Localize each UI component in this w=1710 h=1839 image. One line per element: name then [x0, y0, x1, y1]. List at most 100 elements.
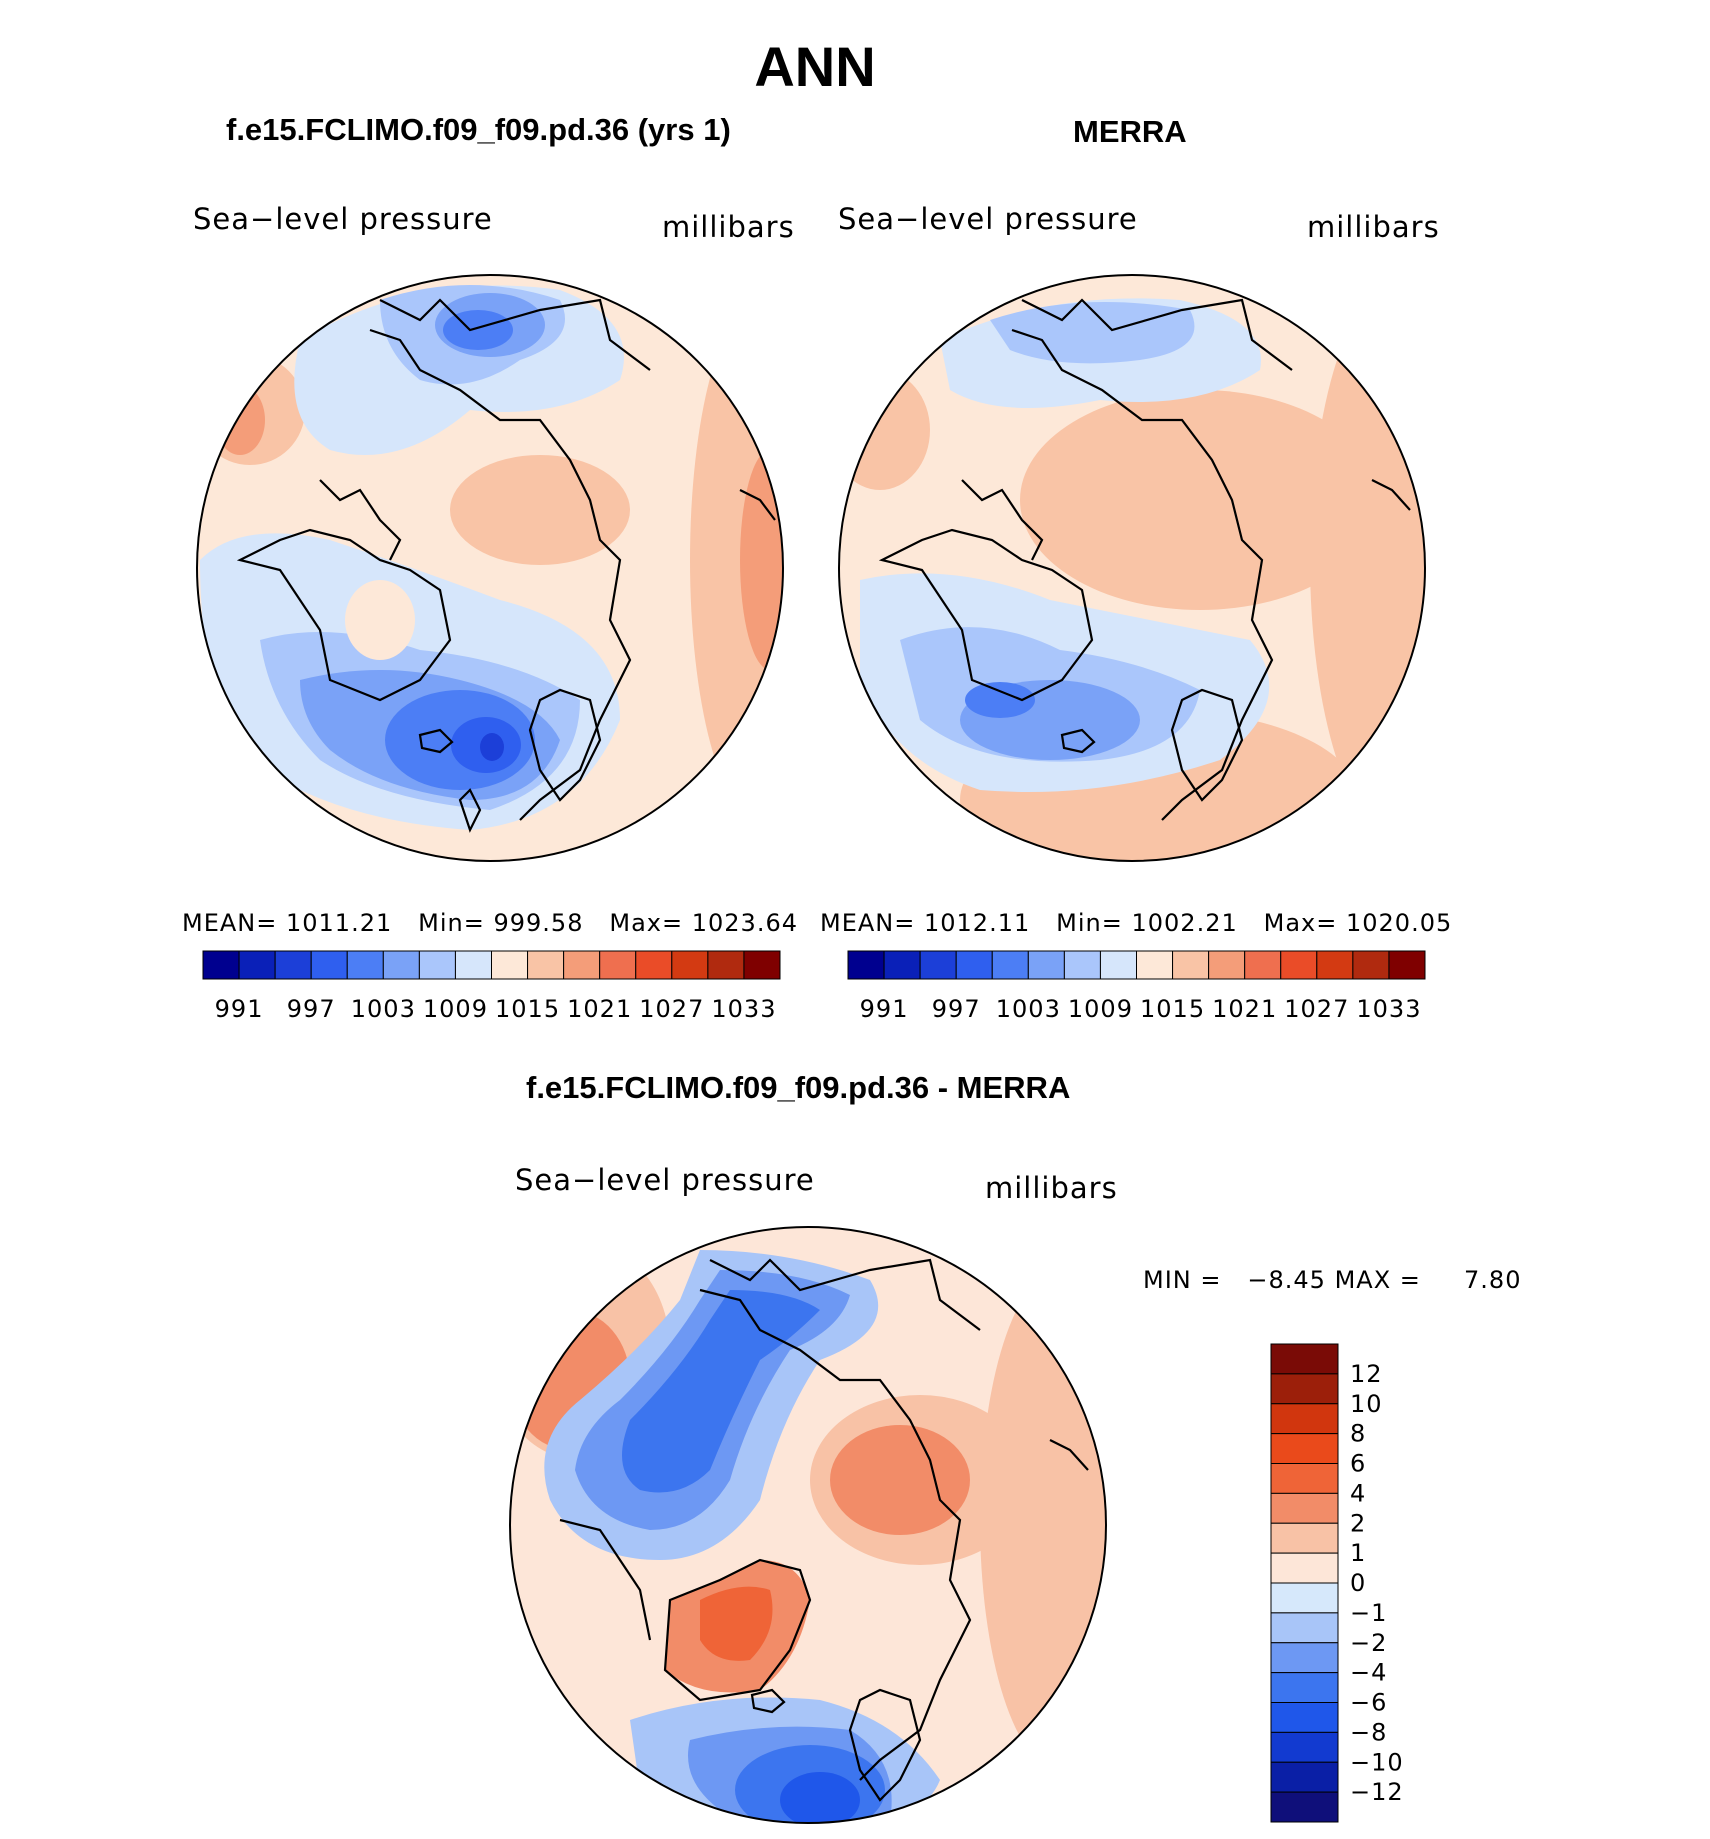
diff-colorbar-box: [1270, 1702, 1339, 1733]
model-max-label: Max=: [609, 909, 684, 937]
diff-colorbar-tick-label: 2: [1350, 1509, 1366, 1537]
diff-stats: MIN = −8.45 MAX = 7.80: [1143, 1266, 1521, 1294]
model-map-border: [196, 274, 784, 862]
obs-colorbar-box: [1316, 950, 1354, 980]
obs-colorbar-tick-label: 1009: [1068, 995, 1133, 1023]
obs-max-value: 1020.05: [1346, 909, 1453, 937]
model-colorbar: 991 997 1003 1009 1015 1021 1027 1033: [202, 950, 781, 1023]
diff-colorbar-tick-label: −10: [1350, 1748, 1404, 1776]
obs-upper-low-core: [990, 302, 1195, 364]
obs-min-value: 1002.21: [1131, 909, 1238, 937]
obs-units-label: millibars: [1307, 210, 1440, 244]
diff-max-label: MAX =: [1334, 1266, 1421, 1294]
diff-colorbar-box: [1270, 1731, 1339, 1763]
obs-lower-low-center: [965, 682, 1035, 718]
model-colorbar-box: [454, 950, 492, 980]
obs-max-label: Max=: [1263, 909, 1338, 937]
diff-colorbar-box: [1270, 1612, 1339, 1644]
obs-colorbar-box: [1136, 950, 1174, 980]
obs-colorbar-box: [919, 950, 957, 980]
model-colorbar-box: [346, 950, 384, 980]
diff-colorbar-box: [1270, 1791, 1339, 1823]
model-map: [197, 275, 783, 861]
diff-blue-band-core: [622, 1290, 820, 1493]
diff-bottom-low-center: [780, 1772, 860, 1823]
obs-colorbar-tick-label: 1021: [1212, 995, 1277, 1023]
model-panel-title: f.e15.FCLIMO.f09_f09.pd.36 (yrs 1): [226, 112, 731, 147]
model-colorbar-box: [563, 950, 601, 980]
obs-colorbar-tick-label: 1033: [1356, 995, 1421, 1023]
obs-warm-left: [839, 370, 930, 490]
diff-central-warm-core: [830, 1425, 970, 1535]
model-lower-low-min: [480, 733, 504, 761]
obs-mean-label: MEAN=: [820, 909, 916, 937]
diff-colorbar-box: [1270, 1403, 1339, 1435]
model-mean-value: 1011.21: [286, 909, 393, 937]
diff-colorbar-tick-label: −6: [1350, 1689, 1387, 1717]
diff-min-value: −8.45: [1247, 1266, 1326, 1294]
diff-colorbar-box: [1270, 1463, 1339, 1494]
diff-map: [510, 1227, 1106, 1823]
model-min-label: Min=: [418, 909, 485, 937]
obs-colorbar-box: [1388, 950, 1426, 980]
obs-colorbar-box: [1063, 950, 1101, 980]
diff-colorbar-tick-label: 0: [1350, 1569, 1366, 1597]
model-colorbar-box: [238, 950, 276, 980]
diff-panel-title: f.e15.FCLIMO.f09_f09.pd.36 - MERRA: [526, 1070, 1071, 1105]
diff-colorbar-tick-label: 10: [1350, 1390, 1383, 1418]
model-colorbar-tick-label: 1015: [495, 995, 560, 1023]
obs-colorbar-tick-label: 1003: [996, 995, 1061, 1023]
model-colorbar-tick-label: 1003: [351, 995, 416, 1023]
diff-colorbar-box: [1270, 1373, 1339, 1405]
diff-colorbar-tick-label: −2: [1350, 1629, 1387, 1657]
model-stats: MEAN= 1011.21 Min= 999.58 Max= 1023.64: [182, 909, 798, 937]
model-colorbar-box: [418, 950, 456, 980]
diff-colorbar-box: [1270, 1433, 1339, 1464]
model-high-upper-left: [215, 385, 265, 455]
diff-max-value: 7.80: [1464, 1266, 1522, 1294]
obs-map: [839, 275, 1425, 861]
model-colorbar-box: [202, 950, 240, 980]
obs-colorbar-tick-label: 997: [932, 995, 981, 1023]
obs-colorbar-box: [1208, 950, 1246, 980]
diff-map-border: [509, 1226, 1107, 1824]
obs-mean-value: 1012.11: [924, 909, 1031, 937]
diff-variable-label: Sea−level pressure: [515, 1163, 815, 1197]
model-colorbar-box: [635, 950, 673, 980]
diff-colorbar-tick-label: −1: [1350, 1599, 1387, 1627]
diff-colorbar-tick-label: −12: [1350, 1778, 1404, 1806]
obs-colorbar-box: [1099, 950, 1137, 980]
diff-colorbar-box: [1270, 1343, 1339, 1375]
model-colorbar-tick-label: 991: [215, 995, 264, 1023]
obs-panel-title: MERRA: [1073, 114, 1187, 149]
model-colorbar-tick-label: 997: [287, 995, 336, 1023]
obs-min-label: Min=: [1056, 909, 1123, 937]
diff-colorbar-tick-label: 1: [1350, 1539, 1366, 1567]
model-greenland-high: [345, 580, 415, 660]
obs-colorbar-tick-label: 991: [860, 995, 909, 1023]
model-colorbar-box: [274, 950, 312, 980]
model-colorbar-box: [491, 950, 529, 980]
model-central-high: [450, 455, 630, 565]
obs-colorbar-box: [955, 950, 993, 980]
model-high-right: [740, 450, 783, 670]
obs-map-border: [838, 274, 1426, 862]
obs-variable-label: Sea−level pressure: [838, 202, 1138, 236]
obs-colorbar-box: [1352, 950, 1390, 980]
figure-title: ANN: [754, 35, 876, 98]
model-colorbar-box: [743, 950, 781, 980]
model-colorbar-box: [707, 950, 745, 980]
obs-colorbar-box: [1280, 950, 1318, 980]
diff-colorbar-tick-label: −8: [1350, 1718, 1387, 1746]
diff-colorbar-tick-label: 6: [1350, 1450, 1366, 1478]
diff-colorbar-box: [1270, 1642, 1339, 1674]
model-upper-low-center: [443, 310, 513, 350]
model-colorbar-tick-label: 1009: [423, 995, 488, 1023]
obs-colorbar-box: [1027, 950, 1065, 980]
model-min-value: 999.58: [493, 909, 584, 937]
obs-colorbar: 991 997 1003 1009 1015 1021 1027 1033: [847, 950, 1426, 1023]
obs-colorbar-tick-label: 1027: [1284, 995, 1349, 1023]
obs-warm-band-right: [1310, 280, 1425, 840]
obs-central-high: [1020, 390, 1380, 610]
